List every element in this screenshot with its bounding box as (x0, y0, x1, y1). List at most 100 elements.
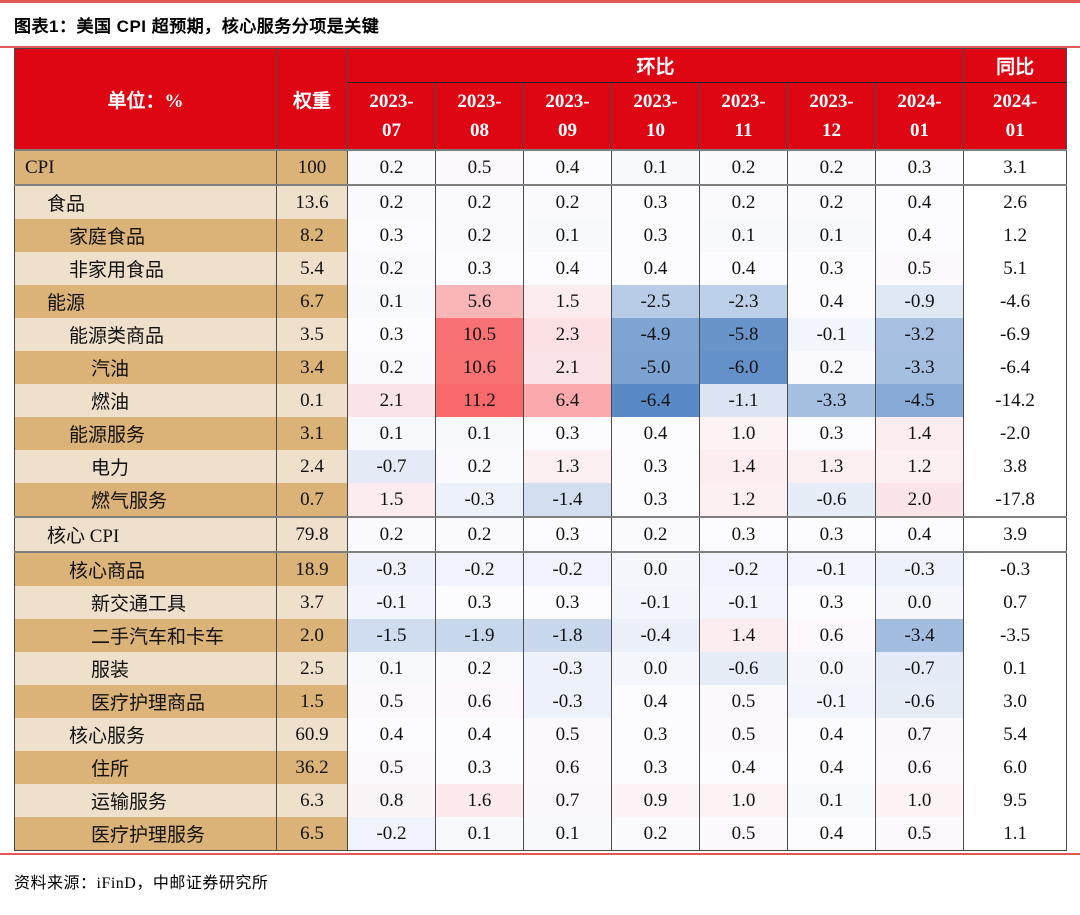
mom-value-cell: 10.6 (435, 351, 524, 384)
table-row: 运输服务 6.3 0.8 1.6 0.7 0.9 1.0 0.1 1.0 9.5 (14, 784, 1068, 817)
mom-value-cell: 0.2 (787, 351, 876, 384)
mom-value-cell: 1.5 (523, 285, 612, 318)
weight-cell: 79.8 (276, 516, 348, 553)
mom-value-cell: 0.2 (435, 219, 524, 252)
mom-value-cell: 0.4 (435, 718, 524, 751)
mom-value-cell: -0.1 (787, 685, 876, 718)
mom-value-cell: 1.2 (874, 450, 965, 483)
weight-cell: 0.7 (276, 483, 348, 517)
mom-value-cell: 10.5 (435, 318, 524, 351)
table-row: 核心 CPI 79.8 0.2 0.2 0.3 0.2 0.3 0.3 0.4 3.9 (14, 516, 1068, 553)
mom-value-cell: 0.5 (699, 685, 788, 718)
yoy-value-cell: 0.7 (963, 586, 1068, 619)
mom-value-cell: 0.2 (435, 652, 524, 685)
mom-value-cell: 0.0 (611, 552, 700, 586)
mom-value-cell: -1.4 (523, 483, 612, 517)
yoy-value-cell: 9.5 (963, 784, 1068, 817)
mom-value-cell: 0.4 (874, 185, 965, 219)
row-label-cell: 核心商品 (14, 552, 277, 586)
mom-value-cell: 1.3 (787, 450, 876, 483)
top-rule (0, 0, 1080, 3)
mom-value-cell: -3.4 (874, 619, 965, 652)
source-note: 资料来源：iFinD，中邮证券研究所 (14, 875, 269, 892)
mom-value-cell: -0.6 (699, 652, 788, 685)
mom-value-cell: -0.3 (874, 552, 965, 586)
table-row: 住所 36.2 0.5 0.3 0.6 0.3 0.4 0.4 0.6 6.0 (14, 751, 1068, 784)
mom-value-cell: -0.2 (699, 552, 788, 586)
row-label-cell: 汽油 (14, 351, 277, 384)
yoy-value-cell: -4.6 (963, 285, 1068, 318)
mom-value-cell: 0.1 (611, 149, 700, 186)
mom-value-cell: -0.7 (347, 450, 436, 483)
mom-value-cell: 0.2 (347, 252, 436, 285)
row-label-cell: 核心 CPI (14, 516, 277, 553)
mom-value-cell: 1.4 (874, 417, 965, 450)
table-row: 燃油 0.1 2.1 11.2 6.4 -6.4 -1.1 -3.3 -4.5 -14.2 (14, 384, 1068, 417)
mom-value-cell: 0.1 (787, 784, 876, 817)
mom-value-cell: -0.3 (523, 652, 612, 685)
mom-value-cell: -5.0 (611, 351, 700, 384)
mom-value-cell: 0.4 (787, 817, 876, 851)
mom-value-cell: 0.2 (611, 817, 700, 851)
weight-cell: 60.9 (276, 718, 348, 751)
mom-value-cell: 0.2 (787, 149, 876, 186)
table-row: 电力 2.4 -0.7 0.2 1.3 0.3 1.4 1.3 1.2 3.8 (14, 450, 1068, 483)
mom-value-cell: 0.5 (699, 718, 788, 751)
yoy-value-cell: 5.1 (963, 252, 1068, 285)
mom-value-cell: 0.4 (874, 516, 965, 553)
row-label-cell: 能源服务 (14, 417, 277, 450)
mom-value-cell: 0.3 (787, 252, 876, 285)
mom-value-cell: 0.4 (874, 219, 965, 252)
mom-value-cell: 0.3 (347, 318, 436, 351)
mom-value-cell: 0.3 (611, 450, 700, 483)
mom-value-cell: 1.4 (699, 619, 788, 652)
mom-value-cell: -0.3 (347, 552, 436, 586)
mom-value-cell: -2.5 (611, 285, 700, 318)
mom-value-cell: 0.3 (523, 417, 612, 450)
mom-value-cell: -4.5 (874, 384, 965, 417)
row-label-cell: 医疗护理商品 (14, 685, 277, 718)
table-row: 燃气服务 0.7 1.5 -0.3 -1.4 0.3 1.2 -0.6 2.0 -17.8 (14, 483, 1068, 517)
mom-value-cell: 0.4 (523, 149, 612, 186)
mom-value-cell: 0.3 (523, 516, 612, 553)
month-header-cell: 2023- 09 (523, 82, 612, 151)
mom-value-cell: 0.0 (787, 652, 876, 685)
yoy-value-cell: 2.6 (963, 185, 1068, 219)
yoy-value-cell: 3.8 (963, 450, 1068, 483)
mom-value-cell: 0.3 (787, 417, 876, 450)
mom-value-cell: -1.5 (347, 619, 436, 652)
mom-value-cell: 6.4 (523, 384, 612, 417)
mom-value-cell: 0.2 (435, 185, 524, 219)
mom-value-cell: 0.3 (611, 185, 700, 219)
mom-value-cell: 2.1 (523, 351, 612, 384)
weight-cell: 8.2 (276, 219, 348, 252)
mom-value-cell: 0.3 (435, 751, 524, 784)
table-header: 单位：% 权重 环比 同比 2023- 07 2023- 08 2023- 09 2023-… (14, 48, 1068, 151)
table-row: 医疗护理商品 1.5 0.5 0.6 -0.3 0.4 0.5 -0.1 -0.6 3.0 (14, 685, 1068, 718)
row-label-cell: 新交通工具 (14, 586, 277, 619)
mom-value-cell: -0.2 (347, 817, 436, 851)
yoy-month-header-cell: 2024- 01 (963, 82, 1068, 151)
mom-value-cell: 0.4 (787, 751, 876, 784)
yoy-value-cell: -17.8 (963, 483, 1068, 517)
mom-value-cell: 0.2 (347, 516, 436, 553)
row-label-cell: CPI (14, 149, 277, 186)
mom-value-cell: -0.4 (611, 619, 700, 652)
mom-value-cell: 0.0 (874, 586, 965, 619)
mom-value-cell: 0.3 (611, 718, 700, 751)
mom-value-cell: 0.3 (611, 751, 700, 784)
yoy-value-cell: 3.1 (963, 149, 1068, 186)
row-label-cell: 非家用食品 (14, 252, 277, 285)
row-label-cell: 电力 (14, 450, 277, 483)
yoy-value-cell: 1.2 (963, 219, 1068, 252)
mom-value-cell: 0.3 (347, 219, 436, 252)
header-group-row: 单位：% 权重 环比 同比 (14, 48, 1068, 151)
mom-value-cell: 0.4 (523, 252, 612, 285)
table-body: CPI 100 0.2 0.5 0.4 0.1 0.2 0.2 0.3 3.1 食品 13.6 0.2 0… (14, 149, 1068, 851)
mom-value-cell: 0.1 (523, 219, 612, 252)
mom-value-cell: 0.2 (347, 351, 436, 384)
mom-value-cell: -3.2 (874, 318, 965, 351)
table-row: 医疗护理服务 6.5 -0.2 0.1 0.1 0.2 0.5 0.4 0.5 1.1 (14, 817, 1068, 851)
mom-value-cell: 0.7 (523, 784, 612, 817)
mom-value-cell: 1.4 (699, 450, 788, 483)
